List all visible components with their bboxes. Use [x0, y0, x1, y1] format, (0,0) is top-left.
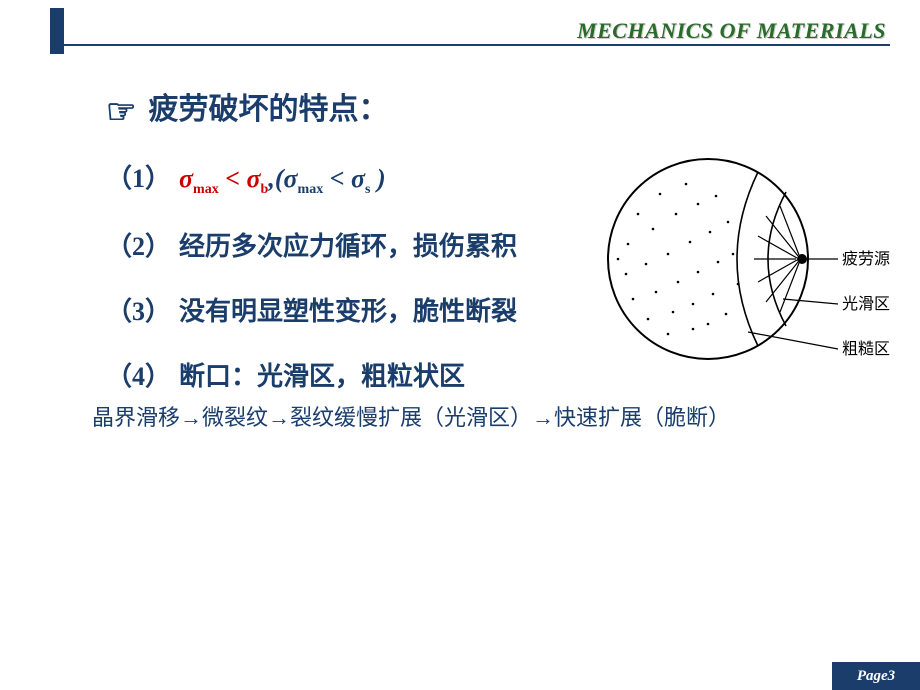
header-underline	[50, 44, 890, 46]
item-text: 没有明显塑性变形，脆性断裂	[179, 297, 517, 326]
item-text: 断口：光滑区，粗粒状区	[179, 362, 465, 391]
diagram-svg: 疲劳源 光滑区 粗糙区	[598, 154, 898, 374]
item-text: 经历多次应力循环，损伤累积	[179, 232, 517, 261]
item-label: （2）	[106, 232, 171, 261]
item-label: （1）	[106, 164, 171, 193]
item-formula: σmax < σb,(σmax < σs )	[179, 164, 386, 193]
item-label: （4）	[106, 362, 171, 391]
list-item: （4） 断口：光滑区，粗粒状区	[106, 356, 586, 393]
header-accent-bar	[50, 8, 64, 54]
process-chain-text: 晶界滑移→微裂纹→裂纹缓慢扩展（光滑区）→快速扩展（脆断）	[92, 400, 730, 432]
label-fatigue-source: 疲劳源	[842, 250, 890, 268]
section-heading: ☞ 疲劳破坏的特点：	[106, 84, 388, 132]
section-heading-text: 疲劳破坏的特点：	[148, 93, 388, 126]
pointing-hand-icon: ☞	[106, 94, 136, 131]
item-label: （3）	[106, 297, 171, 326]
item-list: （1） σmax < σb,(σmax < σs ) （2） 经历多次应力循环，损伤…	[106, 158, 586, 421]
page-number: Page3	[832, 662, 920, 690]
label-rough-zone: 粗糙区	[842, 340, 890, 358]
list-item: （3） 没有明显塑性变形，脆性断裂	[106, 291, 586, 328]
list-item: （2） 经历多次应力循环，损伤累积	[106, 226, 586, 263]
header-title: MECHANICS OF MATERIALS	[577, 18, 886, 44]
label-smooth-zone: 光滑区	[842, 295, 890, 313]
list-item: （1） σmax < σb,(σmax < σs )	[106, 158, 586, 198]
fracture-surface-diagram: 疲劳源 光滑区 粗糙区	[598, 154, 898, 374]
